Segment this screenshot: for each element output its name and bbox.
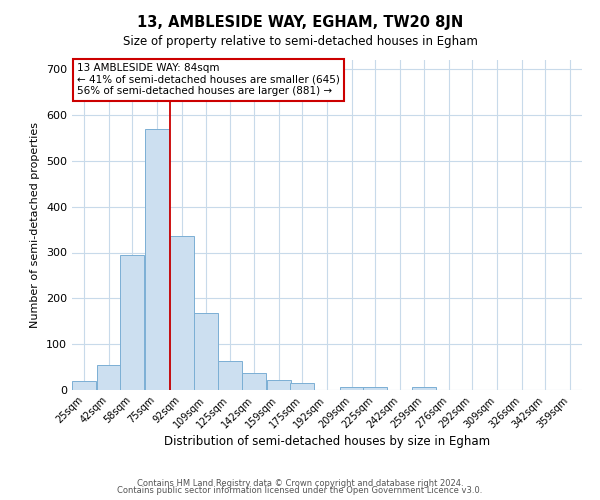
Text: 13 AMBLESIDE WAY: 84sqm
← 41% of semi-detached houses are smaller (645)
56% of s: 13 AMBLESIDE WAY: 84sqm ← 41% of semi-de…: [77, 64, 340, 96]
Y-axis label: Number of semi-detached properties: Number of semi-detached properties: [31, 122, 40, 328]
Bar: [340, 387, 364, 390]
Bar: [363, 387, 387, 390]
Text: Size of property relative to semi-detached houses in Egham: Size of property relative to semi-detach…: [122, 35, 478, 48]
Bar: [121, 255, 144, 390]
X-axis label: Distribution of semi-detached houses by size in Egham: Distribution of semi-detached houses by …: [164, 436, 490, 448]
Bar: [170, 236, 194, 390]
Bar: [73, 381, 97, 390]
Bar: [194, 313, 218, 390]
Text: Contains public sector information licensed under the Open Government Licence v3: Contains public sector information licen…: [118, 486, 482, 495]
Bar: [290, 383, 314, 390]
Bar: [242, 373, 266, 390]
Bar: [412, 387, 436, 390]
Text: 13, AMBLESIDE WAY, EGHAM, TW20 8JN: 13, AMBLESIDE WAY, EGHAM, TW20 8JN: [137, 15, 463, 30]
Text: Contains HM Land Registry data © Crown copyright and database right 2024.: Contains HM Land Registry data © Crown c…: [137, 478, 463, 488]
Bar: [218, 361, 242, 390]
Bar: [97, 365, 121, 390]
Bar: [145, 128, 169, 390]
Bar: [267, 380, 291, 390]
